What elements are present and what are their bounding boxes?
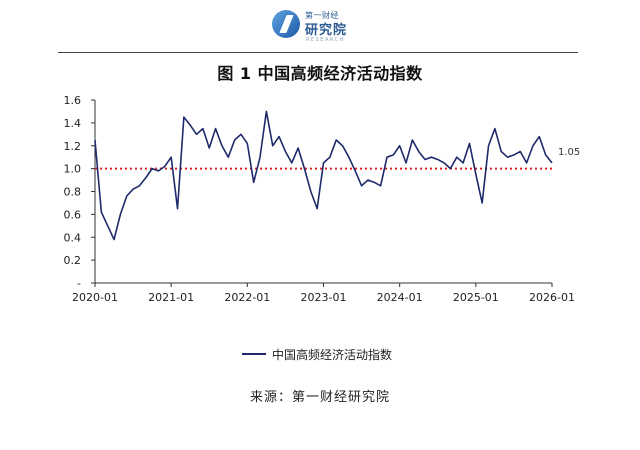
- source-note: 来源：第一财经研究院: [249, 390, 390, 405]
- x-tick-label: 2025-01: [453, 291, 499, 304]
- x-tick-label: 2022-01: [224, 291, 270, 304]
- y-tick-label: 0.4: [64, 231, 82, 244]
- page-header: 第一财经 研究院 RESEARCH: [0, 0, 640, 53]
- y-tick-label: 0.2: [64, 254, 82, 267]
- x-tick-label: 2021-01: [148, 291, 194, 304]
- logo-sub-text: RESEARCH: [306, 37, 345, 43]
- last-value-label: 1.05: [558, 147, 580, 158]
- figure-title: 图 1 中国高频经济活动指数: [217, 64, 423, 83]
- y-tick-label: 1.0: [64, 163, 82, 176]
- chart-labels: 1.05: [558, 147, 580, 158]
- header-divider: [58, 52, 578, 53]
- legend-label: 中国高频经济活动指数: [272, 347, 393, 362]
- logo-mark-icon: [272, 10, 300, 38]
- y-tick-label: 0.8: [64, 186, 82, 199]
- logo-top-text: 第一财经: [305, 11, 339, 20]
- brand-logo: 第一财经 研究院 RESEARCH: [272, 6, 382, 46]
- chart-legend: 中国高频经济活动指数: [242, 344, 392, 364]
- chart-ticks: - 0.2 0.4 0.6 0.8 1.0 1.2 1.4 1.6 2020-01 2021-01 2…: [64, 94, 575, 304]
- x-tick-label: 2020-01: [72, 291, 118, 304]
- y-tick-label: 1.2: [64, 140, 82, 153]
- series-line: [94, 110, 553, 241]
- logo-main-text: 研究院: [305, 23, 348, 38]
- y-tick-label: 1.4: [64, 117, 82, 130]
- y-tick-label: 1.6: [64, 94, 82, 107]
- x-tick-label: 2024-01: [377, 291, 423, 304]
- legend-swatch: [242, 353, 266, 355]
- y-tick-label: 0.6: [64, 208, 82, 221]
- y-tick-label: -: [77, 277, 81, 290]
- series-group: [94, 110, 553, 241]
- x-tick-label: 2023-01: [301, 291, 347, 304]
- x-tick-label: 2026-01: [529, 291, 575, 304]
